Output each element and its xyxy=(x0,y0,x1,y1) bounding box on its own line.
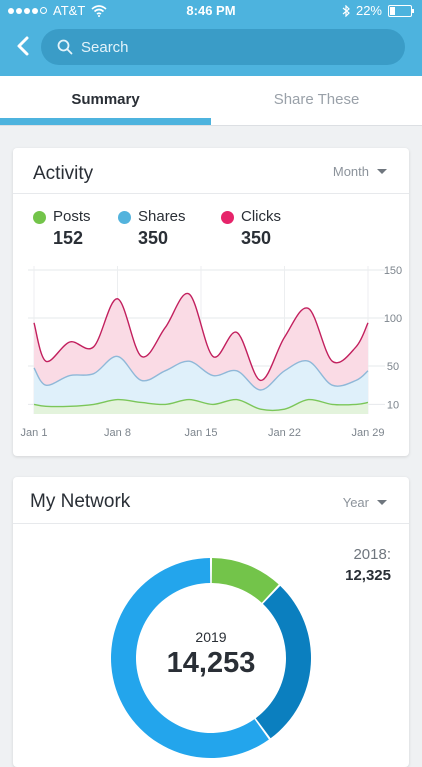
battery-percent: 22% xyxy=(355,3,382,18)
previous-year-label: 2018: xyxy=(353,546,391,563)
status-bar: AT&T 8:46 PM 22% xyxy=(0,0,422,22)
back-arrow-icon[interactable] xyxy=(14,33,34,59)
clicks-value: 350 xyxy=(241,228,272,248)
donut-center-year: 2019 xyxy=(195,629,226,645)
posts-value: 152 xyxy=(53,228,84,248)
network-period-dropdown[interactable]: Year xyxy=(343,495,387,510)
signal-icon xyxy=(8,7,47,14)
x-tick-label: Jan 8 xyxy=(104,427,131,439)
x-tick-label: Jan 1 xyxy=(21,427,48,439)
line-clicks xyxy=(33,292,369,382)
tab-bar: Summary Share These xyxy=(0,76,422,126)
network-donut-chart: 2019 14,253 xyxy=(111,558,311,758)
network-divider xyxy=(13,523,409,524)
y-tick-label: 150 xyxy=(384,265,402,277)
search-input[interactable]: Search xyxy=(41,29,405,65)
tab-summary[interactable]: Summary xyxy=(71,91,140,108)
status-time: 8:46 PM xyxy=(186,3,236,18)
shares-dot-icon xyxy=(118,211,131,224)
clicks-label: Clicks xyxy=(241,208,281,225)
search-placeholder: Search xyxy=(81,38,129,56)
x-tick-label: Jan 29 xyxy=(351,427,384,439)
line-shares xyxy=(33,355,369,391)
network-period-label: Year xyxy=(342,495,369,510)
chevron-down-icon xyxy=(377,500,387,505)
donut-segment xyxy=(211,558,279,603)
line-posts xyxy=(33,398,369,412)
activity-chart: 150 100 50 10 Jan 1 Jan 8 Jan 15 Jan 22 Jan 29 xyxy=(21,265,403,439)
activity-title: Activity xyxy=(33,163,94,184)
activity-divider xyxy=(13,193,409,194)
activity-period-label: Month xyxy=(332,164,369,179)
y-tick-label: 10 xyxy=(387,399,399,411)
network-title: My Network xyxy=(30,491,131,512)
activity-card: Activity Month Posts 152 Shares 350 Clic… xyxy=(13,148,409,456)
wifi-icon xyxy=(91,4,107,17)
clicks-dot-icon xyxy=(221,211,234,224)
carrier-label: AT&T xyxy=(53,3,86,18)
network-card: My Network Year 2018: 12,325 2019 14,253 xyxy=(13,477,409,767)
shares-label: Shares xyxy=(138,208,186,225)
battery-icon xyxy=(388,4,414,17)
status-left: AT&T xyxy=(8,3,107,18)
header-bar: AT&T 8:46 PM 22% Search xyxy=(0,0,422,76)
posts-dot-icon xyxy=(33,211,46,224)
chevron-down-icon xyxy=(377,169,387,174)
bluetooth-icon xyxy=(342,4,350,17)
active-tab-indicator xyxy=(0,118,211,125)
y-tick-label: 50 xyxy=(387,361,399,373)
donut-segment xyxy=(255,585,311,739)
tab-share-these[interactable]: Share These xyxy=(273,91,360,108)
previous-year-value: 12,325 xyxy=(345,567,391,584)
x-tick-label: Jan 22 xyxy=(268,427,301,439)
area-posts xyxy=(34,399,368,414)
y-tick-label: 100 xyxy=(384,313,402,325)
donut-segment xyxy=(111,558,269,758)
shares-value: 350 xyxy=(138,228,169,248)
activity-period-dropdown[interactable]: Month xyxy=(333,164,387,179)
status-right: 22% xyxy=(342,3,414,18)
search-icon xyxy=(57,39,73,55)
donut-center-value: 14,253 xyxy=(167,647,256,679)
x-tick-label: Jan 15 xyxy=(184,427,217,439)
posts-label: Posts xyxy=(53,208,91,225)
